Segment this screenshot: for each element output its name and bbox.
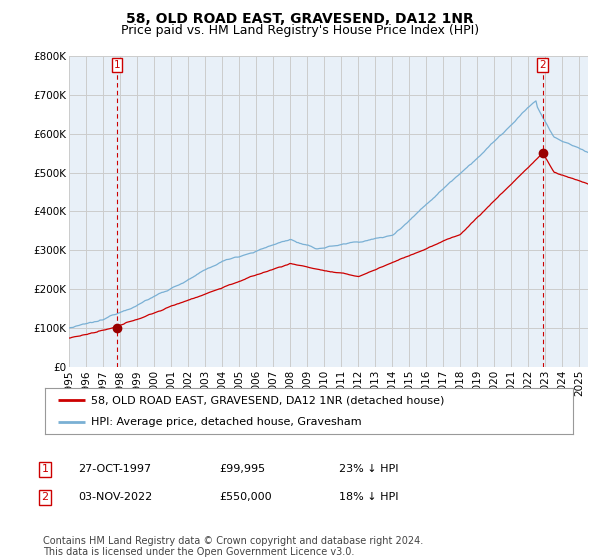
- Text: 1: 1: [113, 60, 120, 70]
- Text: 2: 2: [41, 492, 49, 502]
- Text: 03-NOV-2022: 03-NOV-2022: [78, 492, 152, 502]
- Text: HPI: Average price, detached house, Gravesham: HPI: Average price, detached house, Grav…: [91, 417, 362, 427]
- Text: 23% ↓ HPI: 23% ↓ HPI: [339, 464, 398, 474]
- Text: 58, OLD ROAD EAST, GRAVESEND, DA12 1NR (detached house): 58, OLD ROAD EAST, GRAVESEND, DA12 1NR (…: [91, 395, 445, 405]
- Text: 1: 1: [41, 464, 49, 474]
- Text: 2: 2: [539, 60, 546, 70]
- Text: 58, OLD ROAD EAST, GRAVESEND, DA12 1NR: 58, OLD ROAD EAST, GRAVESEND, DA12 1NR: [126, 12, 474, 26]
- Text: 27-OCT-1997: 27-OCT-1997: [78, 464, 151, 474]
- Text: Contains HM Land Registry data © Crown copyright and database right 2024.
This d: Contains HM Land Registry data © Crown c…: [43, 535, 424, 557]
- Text: £99,995: £99,995: [219, 464, 265, 474]
- Text: £550,000: £550,000: [219, 492, 272, 502]
- Text: Price paid vs. HM Land Registry's House Price Index (HPI): Price paid vs. HM Land Registry's House …: [121, 24, 479, 37]
- Text: 18% ↓ HPI: 18% ↓ HPI: [339, 492, 398, 502]
